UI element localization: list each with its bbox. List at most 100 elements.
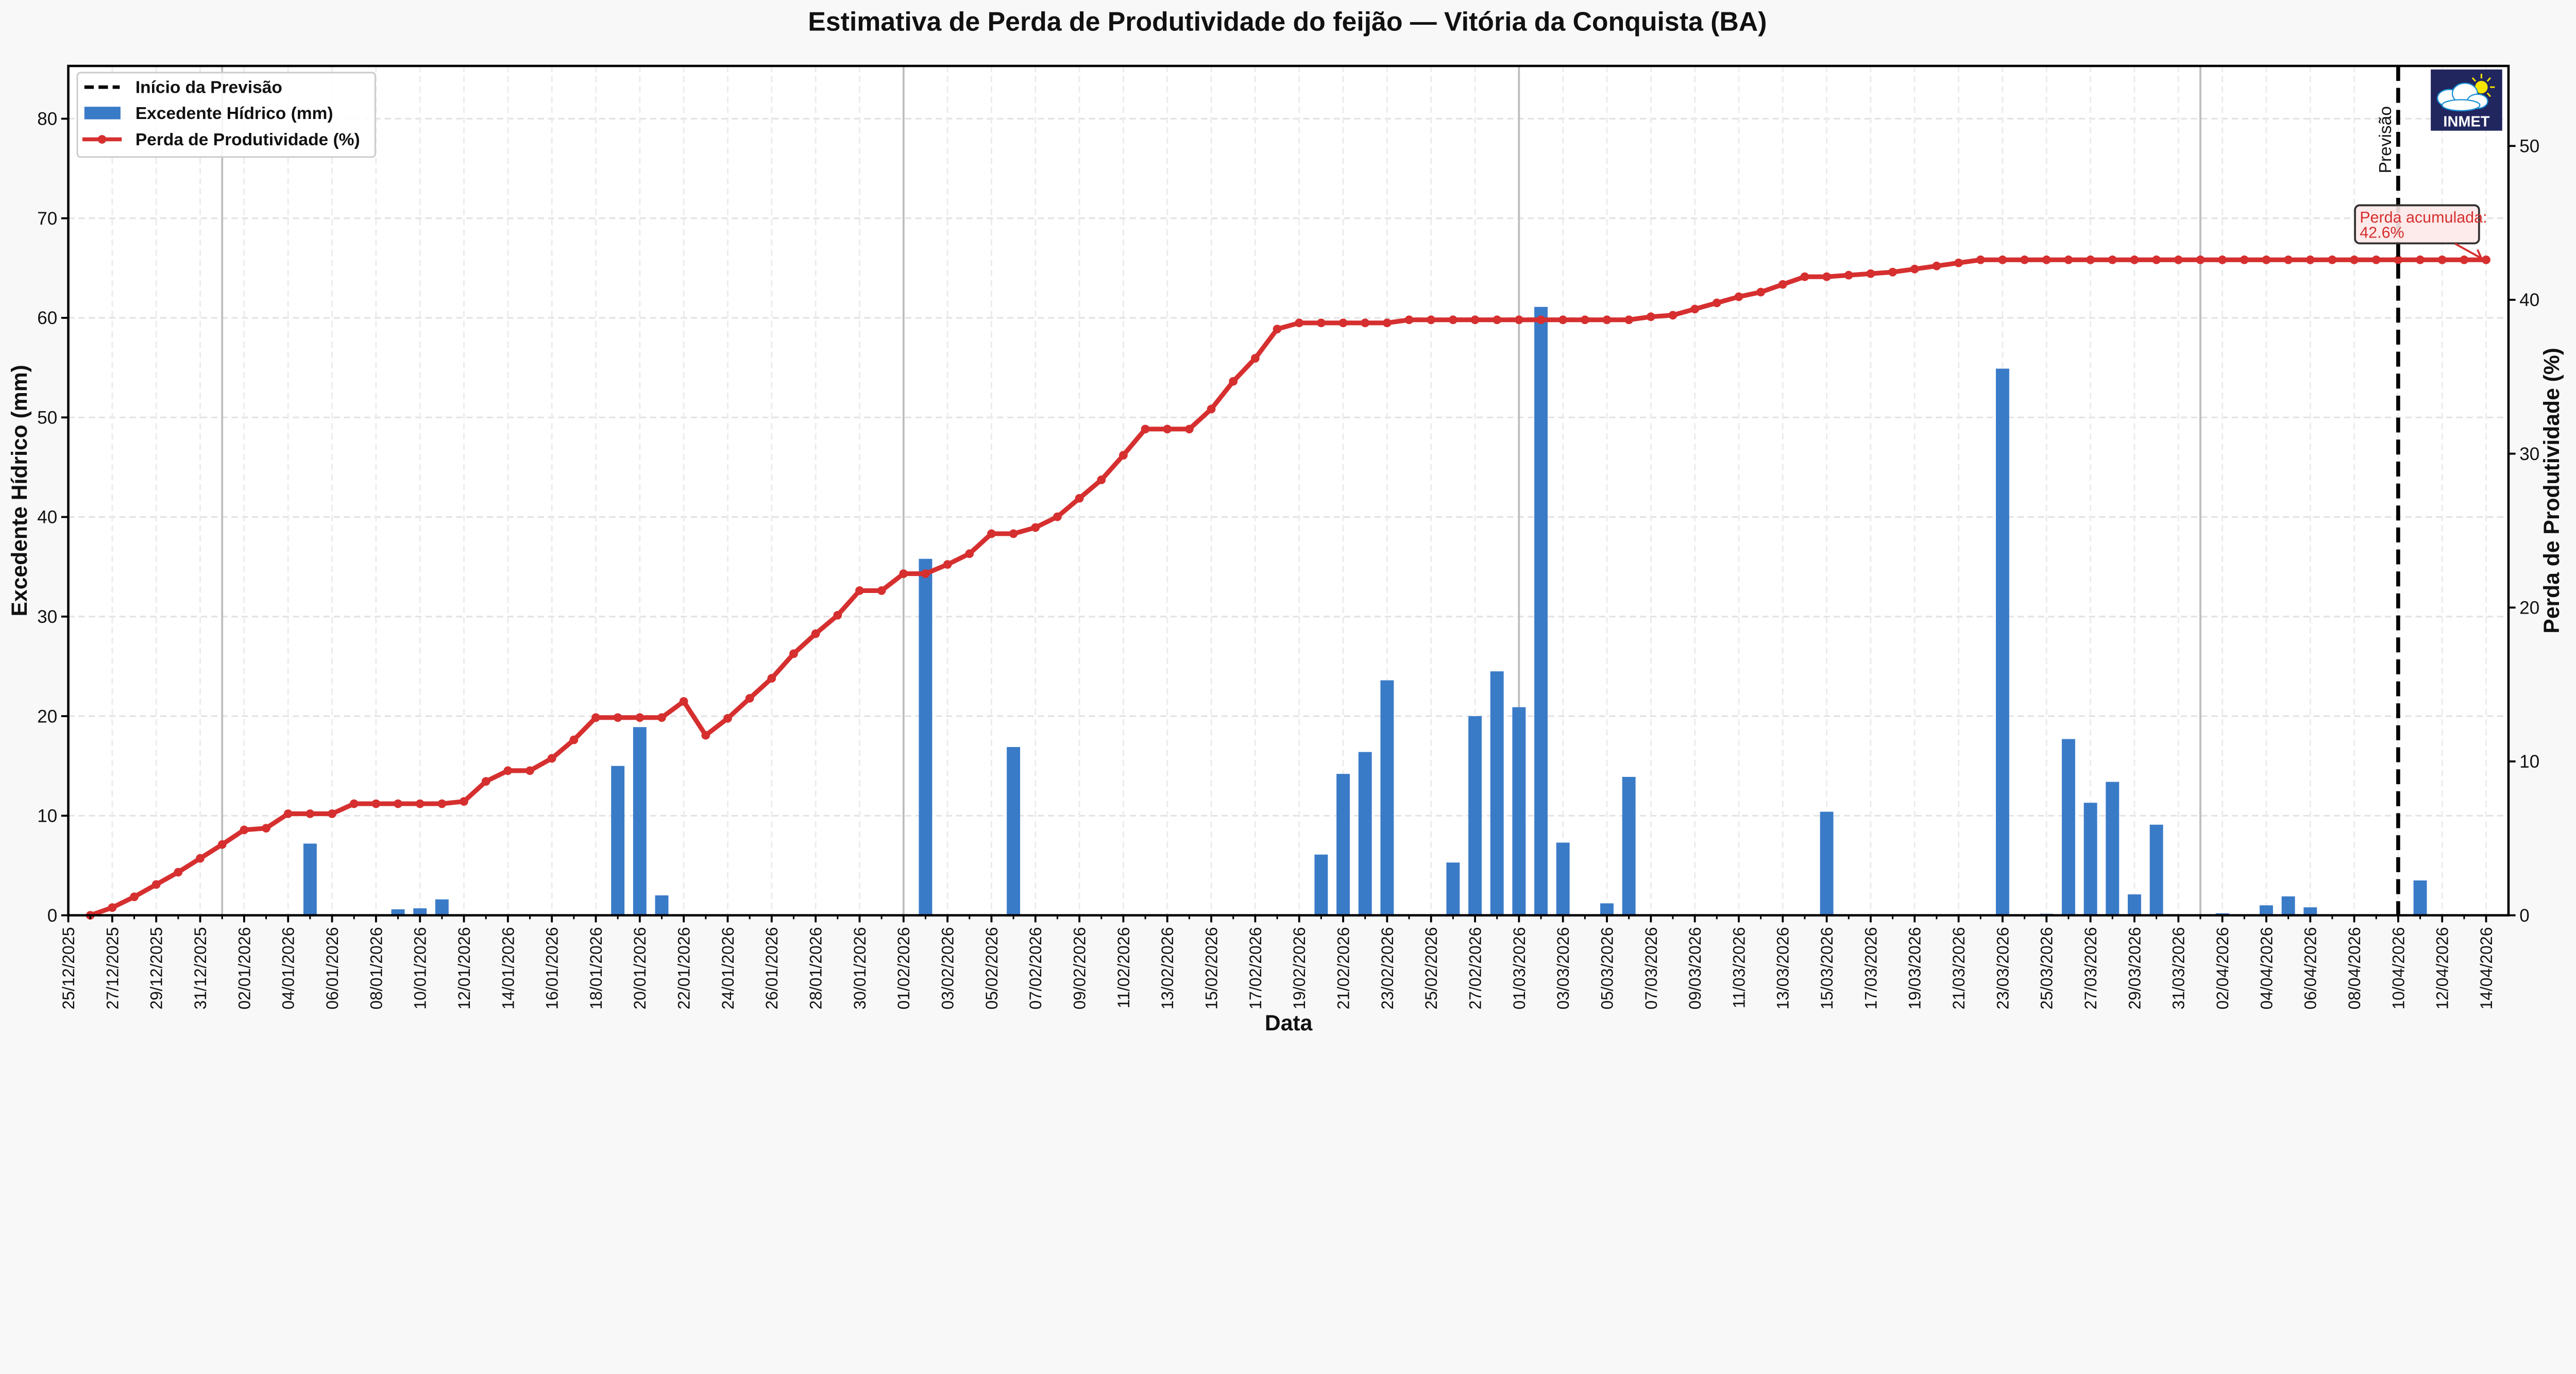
loss-point <box>1470 315 1480 325</box>
x-tick-label: 08/01/2026 <box>367 927 385 1009</box>
x-tick-label: 26/01/2026 <box>762 927 781 1009</box>
x-tick-label: 20/01/2026 <box>631 927 649 1009</box>
loss-point <box>1097 476 1106 484</box>
cloud-icon <box>2436 82 2488 111</box>
loss-point <box>855 586 864 595</box>
loss-point <box>723 714 732 723</box>
loss-point <box>1075 494 1084 503</box>
bar <box>303 843 317 915</box>
annotation-arrow <box>2454 243 2482 259</box>
x-tick-label: 30/01/2026 <box>851 927 869 1009</box>
bar <box>1820 811 1834 915</box>
y-tick-label-right: 20 <box>2519 598 2539 618</box>
bar <box>1314 854 1328 915</box>
inmet-logo: INMET <box>2431 69 2502 131</box>
loss-point <box>1932 261 1941 270</box>
y-tick-label-right: 0 <box>2519 906 2529 926</box>
loss-point <box>415 799 425 808</box>
x-tick-label: 13/03/2026 <box>1774 927 1792 1009</box>
x-axis-ticks: 25/12/2025 27/12/2025 29/12/2025 31/12/2025… <box>59 915 2496 1010</box>
loss-point <box>1229 377 1238 386</box>
loss-point <box>328 809 336 818</box>
plot-area <box>68 65 2509 915</box>
loss-point <box>394 799 402 808</box>
x-tick-label: 25/12/2025 <box>59 927 78 1009</box>
loss-point <box>2086 255 2095 264</box>
y-tick-label-right: 30 <box>2519 444 2539 464</box>
y-axis-left-ticks: 0 10 20 30 40 50 60 70 80 <box>37 109 69 926</box>
legend-marker-icon <box>97 135 107 144</box>
loss-point <box>767 674 776 683</box>
loss-point <box>371 799 381 808</box>
loss-point <box>151 880 161 889</box>
x-tick-label: 10/04/2026 <box>2389 927 2408 1009</box>
loss-point <box>745 694 754 703</box>
loss-point <box>283 809 293 818</box>
x-tick-label: 27/12/2025 <box>103 927 122 1009</box>
x-tick-label: 02/01/2026 <box>235 927 253 1009</box>
loss-point <box>1119 451 1128 460</box>
x-tick-label: 25/02/2026 <box>1422 927 1440 1009</box>
loss-point <box>2482 255 2490 264</box>
loss-point <box>2064 255 2073 264</box>
x-tick-label: 19/03/2026 <box>1906 927 1924 1009</box>
y-tick-label-left: 0 <box>47 906 57 926</box>
loss-point <box>2460 255 2469 264</box>
loss-point <box>1866 269 1875 278</box>
loss-point <box>1382 318 1392 328</box>
x-tick-label: 01/03/2026 <box>1510 927 1529 1009</box>
legend-bar-icon <box>84 107 121 120</box>
x-tick-label: 09/02/2026 <box>1071 927 1089 1009</box>
loss-point <box>2328 255 2337 264</box>
loss-point <box>1361 318 1370 328</box>
bar <box>413 908 427 915</box>
loss-point <box>943 560 952 569</box>
bar <box>435 899 449 915</box>
loss-point <box>1580 315 1589 325</box>
x-axis-label: Data <box>1265 1011 1313 1036</box>
x-tick-label: 27/02/2026 <box>1466 927 1484 1009</box>
y-axis-left-label: Excedente Hídrico (mm) <box>7 365 32 616</box>
y-axis-right-ticks: 0 10 20 30 40 50 <box>2508 136 2539 926</box>
bar <box>2259 905 2273 915</box>
loss-point <box>1009 529 1018 538</box>
x-tick-label: 01/02/2026 <box>894 927 913 1009</box>
loss-point <box>1031 523 1040 532</box>
loss-point <box>1668 311 1677 320</box>
plot-frame <box>67 64 2510 917</box>
bar <box>2127 894 2141 915</box>
bar <box>1380 680 1394 915</box>
y-tick-label-left: 70 <box>37 209 57 229</box>
loss-point <box>2174 255 2183 264</box>
loss-point <box>1602 315 1612 325</box>
loss-point <box>1976 255 1985 264</box>
bar <box>2106 782 2120 915</box>
y-tick-label-left: 60 <box>37 308 57 328</box>
chart-title: Estimativa de Perda de Produtividade do … <box>808 6 1767 36</box>
x-tick-label: 11/02/2026 <box>1114 927 1133 1008</box>
x-tick-label: 03/03/2026 <box>1554 927 1572 1009</box>
x-tick-label: 15/02/2026 <box>1202 927 1221 1009</box>
annotation-line1: Perda acumulada: <box>2360 209 2487 226</box>
loss-point <box>1053 512 1062 521</box>
x-tick-label: 15/03/2026 <box>1818 927 1836 1009</box>
bar-series <box>303 307 2427 915</box>
bar <box>655 895 669 915</box>
loss-point <box>503 766 513 775</box>
loss-point <box>1514 315 1523 325</box>
x-tick-label: 04/04/2026 <box>2257 927 2276 1009</box>
loss-point <box>2416 255 2425 264</box>
loss-point <box>987 529 996 538</box>
bar <box>1995 368 2009 915</box>
loss-point <box>1822 272 1832 281</box>
loss-point <box>1493 315 1502 325</box>
loss-point <box>526 766 534 775</box>
loss-point <box>965 549 974 558</box>
x-tick-label: 31/12/2025 <box>191 927 210 1009</box>
loss-point <box>1778 280 1787 289</box>
x-tick-label: 19/02/2026 <box>1290 927 1309 1009</box>
annotation-line2: 42.6% <box>2360 224 2404 242</box>
bar <box>919 558 933 915</box>
loss-point <box>2240 255 2249 264</box>
bar <box>1446 862 1460 915</box>
